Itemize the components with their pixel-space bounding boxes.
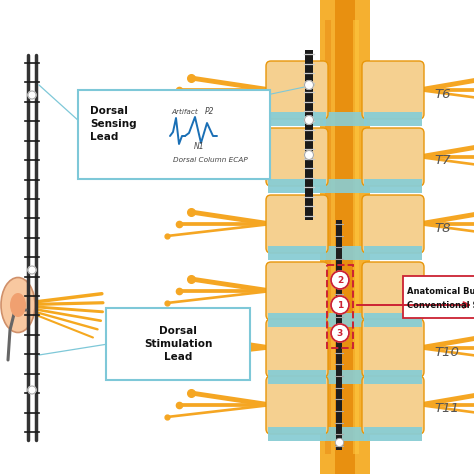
- Bar: [268, 179, 326, 193]
- Bar: [323, 112, 367, 126]
- Text: T8: T8: [434, 221, 450, 235]
- Bar: [335, 0, 355, 474]
- FancyBboxPatch shape: [266, 319, 328, 377]
- Circle shape: [304, 116, 313, 125]
- FancyBboxPatch shape: [362, 262, 424, 320]
- Bar: [305, 50, 313, 220]
- Bar: [364, 112, 422, 126]
- FancyBboxPatch shape: [266, 195, 328, 253]
- Text: Dorsal
Stimulation
Lead: Dorsal Stimulation Lead: [144, 326, 212, 362]
- Text: Artifact: Artifact: [171, 109, 198, 115]
- Circle shape: [304, 151, 313, 159]
- Bar: [353, 20, 359, 454]
- FancyBboxPatch shape: [362, 128, 424, 186]
- FancyBboxPatch shape: [78, 90, 270, 179]
- Bar: [364, 313, 422, 327]
- FancyBboxPatch shape: [320, 0, 370, 474]
- FancyBboxPatch shape: [266, 128, 328, 186]
- FancyBboxPatch shape: [362, 195, 424, 253]
- Bar: [323, 313, 367, 327]
- Bar: [364, 246, 422, 260]
- Ellipse shape: [1, 277, 35, 332]
- Text: T10: T10: [434, 346, 459, 358]
- Text: T6: T6: [434, 88, 450, 100]
- Bar: [268, 112, 326, 126]
- Bar: [325, 20, 331, 454]
- Circle shape: [304, 81, 313, 90]
- Bar: [268, 370, 326, 384]
- Bar: [323, 179, 367, 193]
- Text: 3: 3: [337, 329, 343, 338]
- FancyBboxPatch shape: [266, 61, 328, 119]
- FancyBboxPatch shape: [266, 262, 328, 320]
- Text: 2: 2: [337, 276, 343, 285]
- Bar: [336, 220, 342, 450]
- Text: N1: N1: [194, 142, 205, 151]
- FancyBboxPatch shape: [106, 308, 250, 380]
- Text: 1: 1: [337, 301, 343, 310]
- Circle shape: [28, 91, 36, 99]
- Bar: [323, 427, 367, 441]
- Text: P2: P2: [205, 107, 215, 116]
- Text: Dorsal
Sensing
Lead: Dorsal Sensing Lead: [90, 106, 137, 142]
- Bar: [323, 246, 367, 260]
- FancyBboxPatch shape: [403, 276, 474, 318]
- Bar: [268, 246, 326, 260]
- FancyBboxPatch shape: [266, 376, 328, 434]
- Text: Anatomical Bu: Anatomical Bu: [407, 286, 474, 295]
- Text: Conventional S: Conventional S: [407, 301, 474, 310]
- Bar: [364, 370, 422, 384]
- Circle shape: [331, 324, 349, 342]
- Circle shape: [28, 266, 36, 274]
- Ellipse shape: [10, 293, 26, 317]
- FancyBboxPatch shape: [362, 376, 424, 434]
- Bar: [323, 370, 367, 384]
- FancyBboxPatch shape: [362, 319, 424, 377]
- Text: T11: T11: [434, 402, 459, 416]
- Bar: [268, 313, 326, 327]
- Bar: [364, 427, 422, 441]
- Text: Dorsal Column ECAP: Dorsal Column ECAP: [173, 157, 248, 163]
- FancyBboxPatch shape: [362, 61, 424, 119]
- Text: T7: T7: [434, 155, 450, 167]
- Circle shape: [331, 296, 349, 314]
- Text: T9: T9: [434, 289, 450, 301]
- Circle shape: [28, 386, 36, 394]
- Bar: [268, 427, 326, 441]
- Bar: [364, 179, 422, 193]
- Circle shape: [331, 271, 349, 289]
